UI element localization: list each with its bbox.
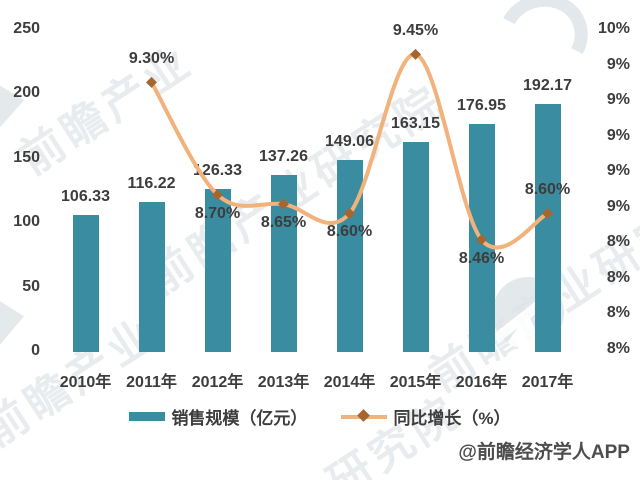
x-axis-tick-label: 2014年	[323, 374, 376, 391]
line-point-label: 8.60%	[524, 181, 571, 199]
bar	[402, 141, 429, 352]
bar	[270, 175, 297, 352]
legend-line-diamond-icon	[341, 414, 388, 419]
bar	[534, 104, 561, 352]
x-axis-tick-label: 2012年	[191, 374, 244, 391]
legend-item-sales: 销售规模（亿元）	[129, 404, 307, 429]
right-axis-tick-label: 9%	[606, 55, 630, 73]
legend-bar-swatch-icon	[129, 412, 166, 421]
right-axis-tick-label: 8%	[606, 268, 630, 286]
right-axis-tick-label: 9%	[606, 126, 630, 144]
left-axis-tick-label: 100	[13, 213, 40, 231]
bar	[336, 160, 363, 352]
bar	[468, 124, 495, 352]
x-axis-tick-label: 2013年	[257, 374, 310, 391]
line-point-label: 8.60%	[326, 223, 373, 241]
credit-text: @前瞻经济学人APP	[458, 442, 630, 463]
x-axis-tick-label: 2017年	[521, 374, 574, 391]
x-axis-tick-label: 2015年	[389, 374, 442, 391]
right-axis-tick-label: 8%	[606, 304, 630, 322]
legend: 销售规模（亿元） 同比增长（%）	[0, 404, 640, 429]
left-axis-tick-label: 50	[22, 277, 40, 295]
x-axis-tick-label: 2010年	[59, 374, 112, 391]
x-axis-tick-label: 2016年	[455, 374, 508, 391]
legend-label-sales: 销售规模（亿元）	[171, 409, 308, 428]
right-axis-tick-label: 8%	[606, 339, 630, 357]
left-axis-tick-label: 150	[13, 148, 40, 166]
bar	[72, 215, 99, 352]
right-axis-tick-label: 9%	[606, 162, 630, 180]
line-point-label: 8.46%	[458, 249, 505, 267]
legend-label-growth: 同比增长（%）	[393, 409, 511, 428]
left-axis-tick-label: 0	[31, 342, 40, 359]
left-axis-tick-label: 200	[13, 84, 40, 102]
right-axis-tick-label: 8%	[606, 233, 630, 251]
line-point-label: 9.30%	[128, 50, 175, 68]
x-axis-tick-label: 2011年	[126, 374, 177, 391]
bar-value-label: 106.33	[61, 188, 110, 206]
bar-value-label: 149.06	[325, 133, 374, 150]
right-axis-tick-label: 9%	[606, 197, 630, 215]
bar-value-label: 176.95	[457, 97, 506, 115]
legend-item-growth: 同比增长（%）	[341, 404, 511, 429]
right-axis-tick-label: 10%	[597, 20, 630, 37]
bar-value-label: 192.17	[523, 77, 572, 95]
right-axis-tick-label: 9%	[606, 91, 630, 109]
line-point-label: 9.45%	[392, 22, 439, 40]
bar-value-label: 163.15	[391, 114, 440, 132]
left-axis-tick-label: 250	[13, 20, 40, 37]
bar	[138, 202, 165, 352]
